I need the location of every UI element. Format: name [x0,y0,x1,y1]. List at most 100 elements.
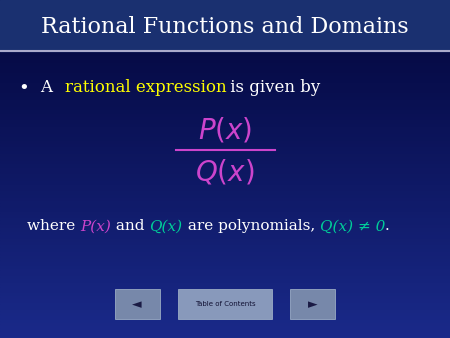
Bar [0,240,450,243]
Bar [0,216,450,220]
Bar [0,186,450,189]
Bar [0,237,450,240]
Bar [0,250,450,254]
Bar [0,51,450,54]
Bar [0,128,450,132]
Bar [0,98,450,101]
Bar [0,41,450,44]
Bar [0,14,450,17]
Text: where: where [27,219,80,234]
Bar [0,162,450,166]
Bar [0,84,450,88]
Bar [0,54,450,57]
Bar [0,78,450,81]
Bar [0,233,450,237]
Bar [0,57,450,61]
Bar [0,91,450,95]
Bar [0,169,450,172]
Bar [0,321,450,324]
Bar [0,179,450,183]
Bar [0,27,450,30]
Bar [0,37,450,41]
Bar [0,277,450,281]
Bar [0,230,450,233]
Bar [0,34,450,37]
Bar [0,71,450,74]
Bar [0,196,450,199]
Bar [0,203,450,206]
Bar [0,152,450,155]
Bar [0,142,450,145]
Bar [0,101,450,105]
Text: .: . [385,219,390,234]
Text: P(x): P(x) [80,219,111,234]
Bar [0,311,450,314]
Text: Table of Contents: Table of Contents [195,301,255,307]
Bar [0,270,450,274]
Bar [0,281,450,284]
Bar [0,17,450,20]
Bar [0,145,450,149]
Bar [0,10,450,14]
Bar [0,20,450,24]
Bar [0,183,450,186]
Bar [0,112,450,115]
Bar [0,125,450,128]
Bar [0,68,450,71]
Bar [0,193,450,196]
Bar [0,172,450,176]
Text: is given by: is given by [225,79,320,96]
Bar [0,105,450,108]
Text: ◄: ◄ [132,298,142,311]
Bar [0,274,450,277]
Bar [0,61,450,64]
FancyBboxPatch shape [115,289,160,319]
Bar [0,206,450,210]
Bar [0,294,450,297]
Bar [0,108,450,112]
Text: Q(x): Q(x) [149,219,183,234]
Bar [0,304,450,308]
Bar [0,301,450,304]
Bar [0,284,450,287]
Bar [0,189,450,193]
Bar [0,226,450,230]
Bar [0,0,450,3]
Bar [0,95,450,98]
Text: $\mathit{Q}(\mathit{x})$: $\mathit{Q}(\mathit{x})$ [195,158,255,187]
Bar [0,308,450,311]
Bar [0,210,450,213]
Bar [0,74,450,78]
Bar [0,260,450,264]
Bar [0,159,450,162]
Text: Rational Functions and Domains: Rational Functions and Domains [41,16,409,38]
FancyBboxPatch shape [290,289,335,319]
Bar [0,122,450,125]
Bar [0,118,450,122]
Bar [0,331,450,335]
Bar [0,254,450,257]
Bar [0,64,450,68]
Bar [0,318,450,321]
Text: rational expression: rational expression [65,79,227,96]
Bar [0,267,450,270]
Text: A: A [40,79,58,96]
Bar [0,3,450,7]
Bar [0,47,450,51]
Bar [0,328,450,331]
Bar [0,44,450,47]
Bar [0,314,450,318]
Bar [0,287,450,291]
Bar [0,199,450,203]
Bar [0,324,450,328]
Bar [0,7,450,10]
Bar [0,264,450,267]
Bar [0,243,450,247]
Text: •: • [18,79,29,97]
Bar [0,220,450,223]
Bar [0,132,450,135]
Text: Q(x) ≠ 0: Q(x) ≠ 0 [320,219,385,234]
Bar [0,291,450,294]
Bar [0,139,450,142]
Bar [0,223,450,226]
